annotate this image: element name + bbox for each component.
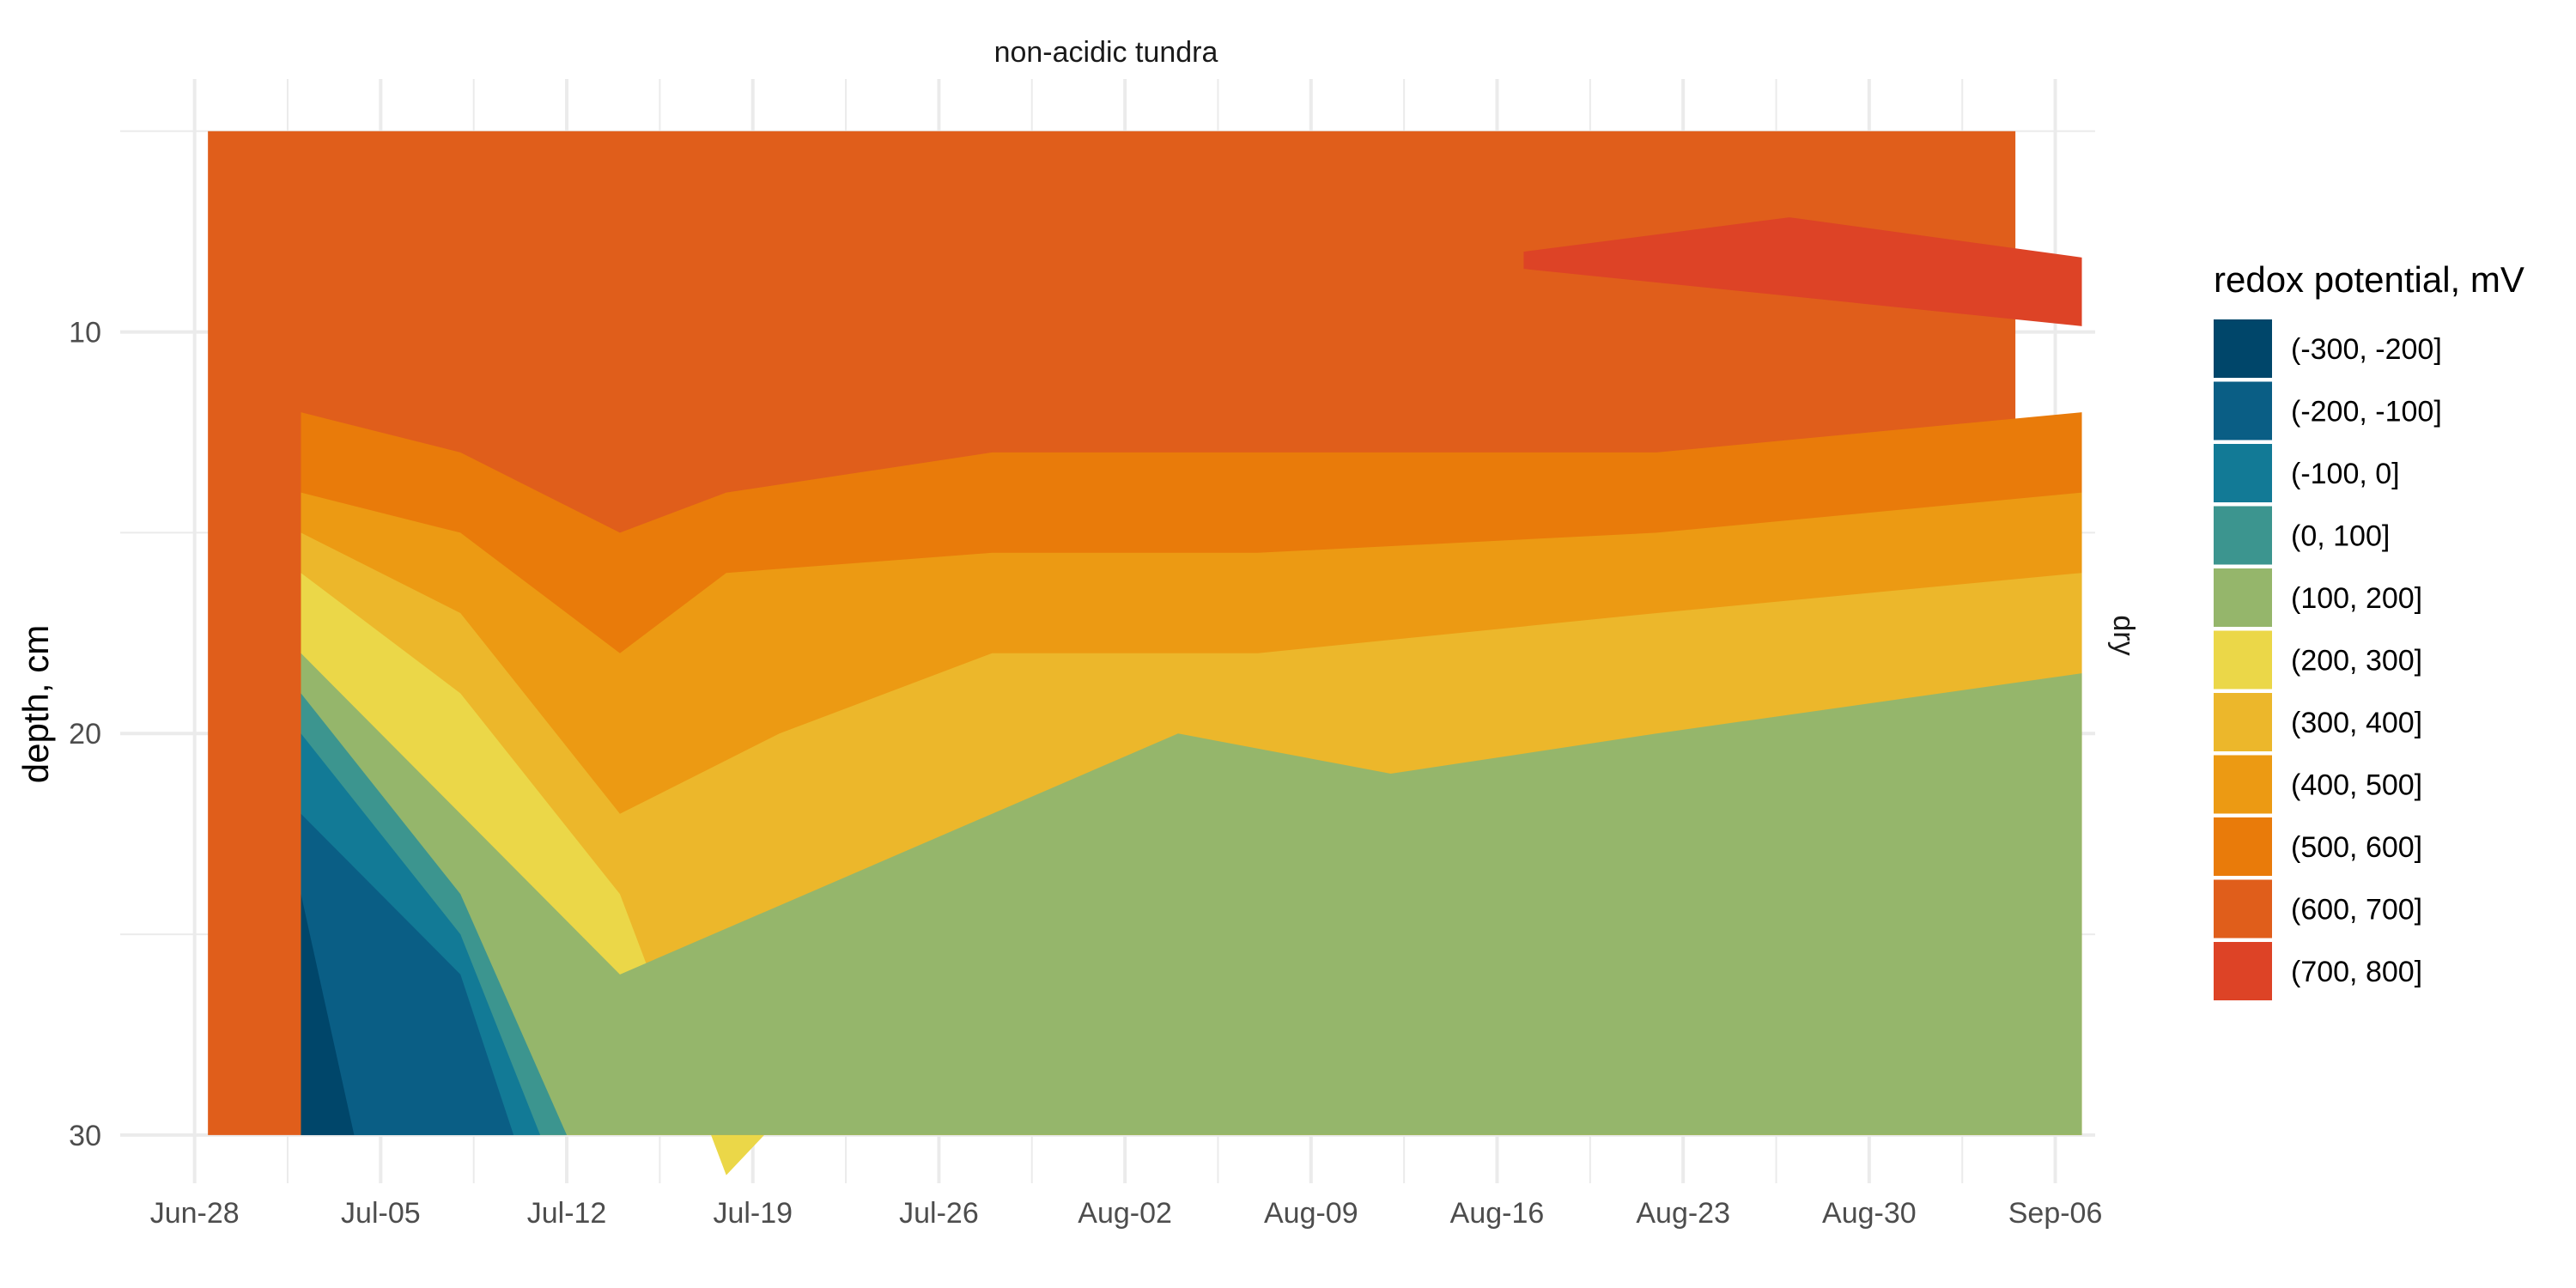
legend-label: (200, 300] <box>2291 645 2422 677</box>
x-tick-label: Aug-02 <box>1078 1197 1172 1230</box>
legend-swatch <box>2214 693 2272 751</box>
chart-title: non-acidic tundra <box>994 36 1218 69</box>
x-tick-label: Sep-06 <box>2008 1197 2103 1230</box>
x-tick-label: Jul-12 <box>527 1197 607 1230</box>
redox-band <box>301 813 514 1135</box>
legend-label: (0, 100] <box>2291 520 2390 553</box>
legend-swatch <box>2214 879 2272 939</box>
legend-swatch <box>2214 755 2272 814</box>
legend: redox potential, mV (-300, -200] (-200, -… <box>2214 259 2524 1000</box>
legend-swatch <box>2214 630 2272 690</box>
facet-strip-label: dry <box>2107 615 2140 655</box>
x-tick-label: Jul-19 <box>713 1197 793 1230</box>
legend-items: (-300, -200] (-200, -100] (-100, 0] (0, 100… <box>2214 319 2442 1000</box>
y-axis-ticks: 10 20 30 <box>69 317 101 1152</box>
legend-swatch <box>2214 942 2272 1000</box>
x-tick-label: Aug-09 <box>1264 1197 1358 1230</box>
legend-swatch <box>2214 381 2272 440</box>
area-layer <box>208 131 2082 1176</box>
legend-label: (-300, -200] <box>2291 333 2442 366</box>
legend-swatch <box>2214 568 2272 627</box>
x-tick-label: Aug-23 <box>1636 1197 1730 1230</box>
y-tick-label: 10 <box>69 317 101 349</box>
legend-title: redox potential, mV <box>2214 259 2524 300</box>
legend-swatch <box>2214 506 2272 565</box>
legend-label: (400, 500] <box>2291 769 2422 802</box>
legend-swatch <box>2214 319 2272 378</box>
y-tick-label: 20 <box>69 718 101 750</box>
legend-label: (600, 700] <box>2291 894 2422 927</box>
legend-label: (100, 200] <box>2291 582 2422 615</box>
legend-swatch <box>2214 444 2272 502</box>
y-tick-label: 30 <box>69 1120 101 1152</box>
legend-label: (500, 600] <box>2291 831 2422 864</box>
legend-swatch <box>2214 817 2272 876</box>
x-axis-ticks: Jun-28 Jul-05 Jul-12 Jul-19 Jul-26 Aug-02 Aug-… <box>150 1197 2103 1230</box>
x-tick-label: Aug-30 <box>1822 1197 1917 1230</box>
redox-band <box>1523 217 2082 326</box>
x-tick-label: Jun-28 <box>150 1197 240 1230</box>
redox-band <box>301 653 2082 1135</box>
legend-label: (700, 800] <box>2291 956 2422 988</box>
y-axis-label: depth, cm <box>15 625 56 783</box>
legend-label: (300, 400] <box>2291 707 2422 739</box>
x-tick-label: Jul-05 <box>341 1197 421 1230</box>
legend-label: (-100, 0] <box>2291 458 2400 490</box>
x-tick-label: Aug-16 <box>1450 1197 1545 1230</box>
legend-label: (-200, -100] <box>2291 396 2442 428</box>
redox-band <box>301 894 355 1135</box>
x-tick-label: Jul-26 <box>899 1197 979 1230</box>
